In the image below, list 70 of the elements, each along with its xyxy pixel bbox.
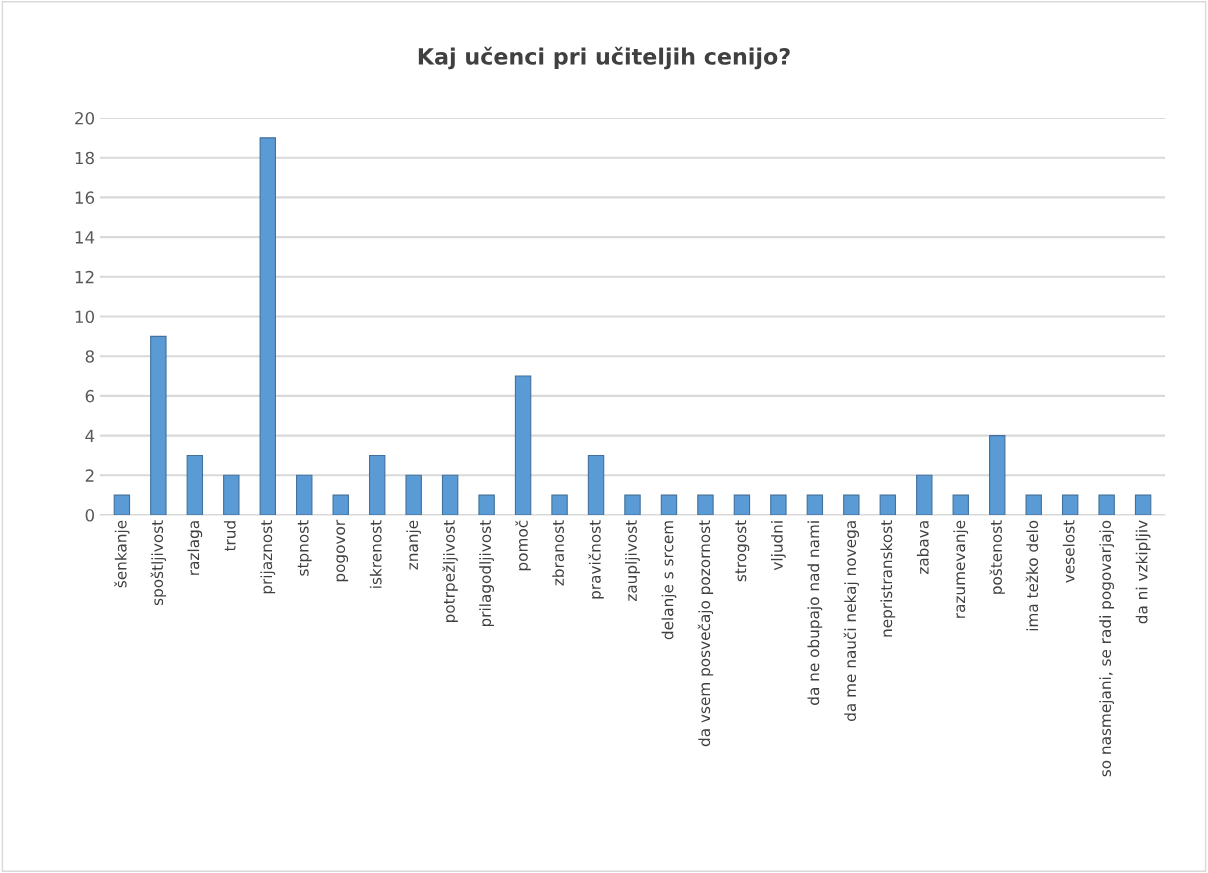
x-tick-label: vljudni [771,521,786,571]
bar [733,494,751,515]
x-tick-label: pogovor [336,519,349,582]
bar [368,454,386,515]
x-tick-label: pravičnost [588,520,604,599]
x-tick-label: da me nauči nekaj novega [843,521,860,721]
x-tick-label: iskrenost [369,520,382,588]
bar [879,494,897,515]
y-tick-label: 4 [85,429,95,442]
bar [514,375,532,515]
x-tick-label: trud [223,521,236,552]
y-tick-label: 18 [75,151,94,165]
bar [223,474,240,515]
x-tick-label: šenkanje [114,520,130,588]
x-tick-label: poštenost [989,520,1005,594]
bar [186,454,204,515]
bar [150,335,167,515]
chart-title: Kaj učenci pri učiteljih cenijo? [418,46,790,70]
bar [843,494,860,515]
x-tick-label: delanje s srcem [661,521,677,640]
x-tick-label: strogost [735,520,750,582]
bar [259,137,276,515]
bar [1061,494,1079,515]
bar [332,494,349,515]
bar [1025,494,1042,515]
x-tick-label: prilagodljivost [479,520,494,627]
bar [551,494,568,515]
x-tick-label: razumevanje [953,520,969,618]
x-tick-label: nepristranskost [880,520,896,637]
y-tick-label: 10 [75,310,95,324]
bar [478,494,495,515]
bar [952,494,969,515]
y-tick-label: 16 [75,191,95,204]
bar [770,494,787,515]
bar [113,494,131,515]
x-tick-label: razlaga [187,521,203,575]
bar [660,494,678,515]
x-tick-label: da ni vzkipljiv [1135,520,1151,624]
x-tick-label: spoštljivost [150,520,167,606]
y-tick-label: 2 [85,469,94,482]
y-tick-label: 6 [85,389,95,403]
x-tick-label: pomoč [515,520,531,571]
bar [624,494,641,515]
x-tick-label: zaupljivost [625,520,640,602]
bar [296,474,313,515]
x-tick-label: so nasmejani, se radi pogovarjajo [1099,520,1115,777]
x-tick-label: zabava [916,521,929,575]
bar [1098,494,1115,515]
y-tick-label: 12 [75,270,94,284]
x-tick-label: prijaznost [260,520,276,594]
bar [989,435,1006,515]
bar [405,474,422,515]
y-tick-label: 14 [75,231,95,244]
bar [806,494,824,515]
x-tick-label: da vsem posvečajo pozornost [697,520,714,747]
bar [916,474,933,515]
y-tick-label: 0 [85,508,95,522]
bar [1134,494,1152,515]
x-tick-label: znanje [406,520,422,570]
bar [441,474,459,515]
x-tick-label: stpnost [297,520,312,576]
x-tick-label: da ne obupajo nad nami [807,521,823,705]
x-tick-label: veselost [1062,520,1075,583]
bar [697,494,714,515]
x-tick-label: ima težko delo [1025,520,1039,631]
y-tick-label: 8 [85,350,94,363]
x-tick-label: potrpežljivost [442,520,458,622]
bar [587,454,605,515]
x-tick-label: zbranost [552,520,564,586]
y-tick-label: 20 [75,111,95,125]
